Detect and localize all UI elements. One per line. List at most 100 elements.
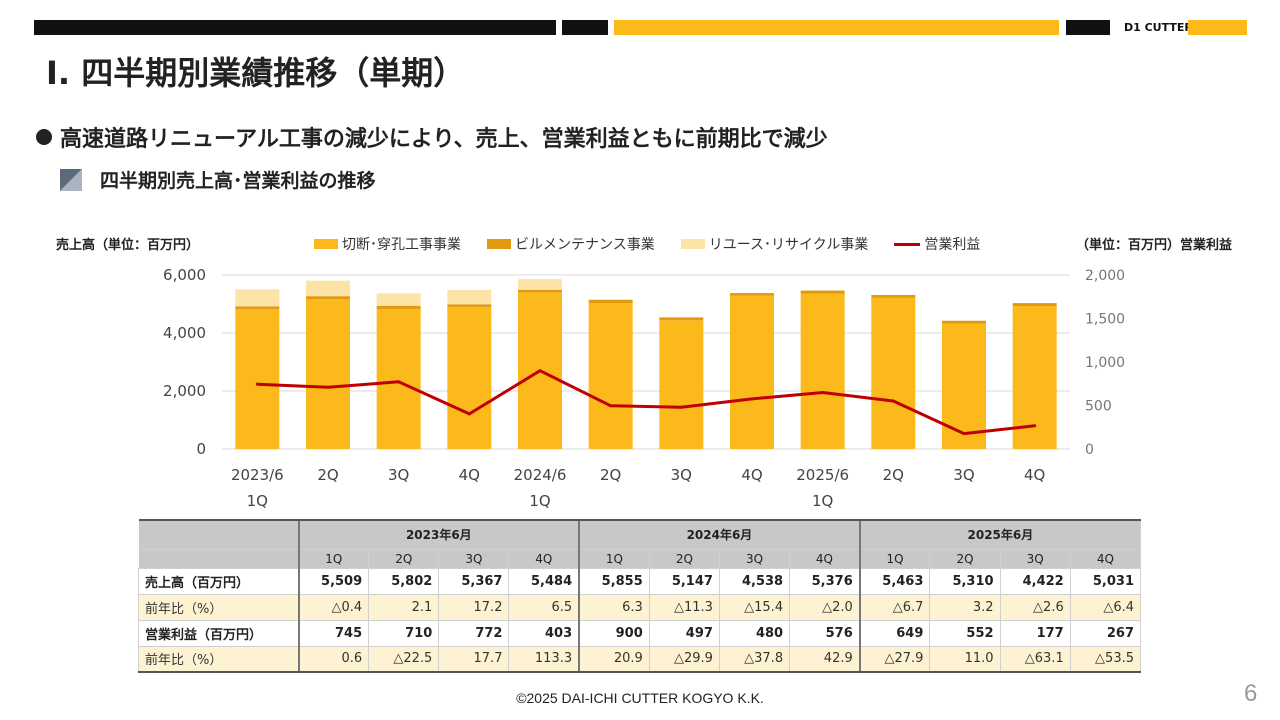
bar-segment	[942, 323, 986, 449]
chart-legend: 切断･穿孔工事事業 ビルメンテナンス事業 リユース･リサイクル事業 営業利益	[314, 234, 1006, 254]
header-bar-black-1	[34, 20, 556, 35]
table-quarter-header: 4Q	[1069, 548, 1142, 569]
profit-point	[679, 405, 683, 409]
legend-item-building: ビルメンテナンス事業	[487, 234, 655, 254]
table-cell: 177	[999, 619, 1071, 647]
bar-segment	[376, 305, 421, 309]
bar-segment	[447, 306, 492, 449]
header-bar-black-3	[1066, 20, 1110, 35]
bar-segment	[518, 289, 562, 293]
x-tick-label: 1Q	[812, 492, 833, 510]
legend-label-profit: 営業利益	[924, 237, 981, 253]
table-cell: 5,802	[368, 567, 440, 595]
table-cell: 6.3	[578, 593, 650, 621]
y-tick-right: 1,000	[1085, 355, 1125, 371]
table-quarter-header: 1Q	[297, 548, 370, 569]
table-cell: 5,376	[789, 567, 861, 595]
headline-text: 高速道路リニューアル工事の減少により、売上、営業利益ともに前期比で減少	[60, 127, 828, 152]
table-cell: 0.6	[297, 645, 370, 673]
x-tick-label: 2024/6	[514, 466, 567, 484]
table-cell: 42.9	[789, 645, 861, 673]
table-cell: 745	[297, 619, 370, 647]
x-tick-label: 2025/6	[796, 466, 849, 484]
table-cell: △2.0	[789, 593, 861, 621]
bar-segment	[235, 289, 280, 307]
y-tick-left: 2,000	[163, 382, 206, 400]
x-tick-label: 3Q	[953, 466, 974, 484]
table-row: 売上高（百万円） 5,509 5,802 5,367 5,484 5,855 5,147 4,…	[138, 567, 1142, 595]
bar-segment	[306, 280, 350, 297]
table-cell: 649	[858, 619, 931, 647]
y-tick-left: 0	[196, 440, 206, 458]
legend-label-reuse: リユース･リサイクル事業	[708, 237, 869, 253]
table-quarter-header: 2Q	[368, 548, 440, 569]
table-quarter-header: 4Q	[508, 548, 580, 569]
table-cell: 576	[789, 619, 861, 647]
header-bar-black-2	[562, 20, 608, 35]
bar-segment	[800, 290, 845, 294]
profit-point	[750, 397, 754, 401]
legend-swatch-reuse	[680, 239, 705, 249]
table-cell: 5,147	[648, 567, 720, 595]
table-quarter-header: 1Q	[578, 548, 650, 569]
table-quarter-row: 1Q 2Q 3Q 4Q 1Q 2Q 3Q 4Q 1Q 2Q 3Q 4Q	[138, 548, 1142, 569]
legend-swatch-cutting	[314, 239, 338, 249]
table-cell: 5,484	[508, 567, 580, 595]
table-cell: △6.7	[858, 593, 931, 621]
table-cell: 5,031	[1069, 567, 1142, 595]
bar-segment	[800, 293, 845, 449]
table-cell: 5,855	[578, 567, 650, 595]
table-cell: 267	[1069, 619, 1142, 647]
table-cell: △53.5	[1069, 645, 1142, 673]
table-row-label: 前年比（%）	[138, 593, 299, 621]
subhead-text: 四半期別売上高･営業利益の推移	[100, 170, 376, 192]
table-cell: 710	[368, 619, 440, 647]
y-tick-right: 2,000	[1085, 268, 1125, 284]
header-bar-yellow-2	[1188, 20, 1247, 35]
table-cell: △2.6	[999, 593, 1071, 621]
table-cell: 403	[508, 619, 580, 647]
subhead: 四半期別売上高･営業利益の推移	[60, 166, 376, 193]
table-cell: △63.1	[999, 645, 1071, 673]
table-cell: 20.9	[578, 645, 650, 673]
table-row: 前年比（%） △0.4 2.1 17.2 6.5 6.3 △11.3 △15.4 △2.0 △6.…	[138, 593, 1142, 621]
bar-segment	[730, 293, 774, 296]
bar-segment	[518, 279, 562, 290]
table-cell: △6.4	[1069, 593, 1142, 621]
table-cell: 497	[648, 619, 720, 647]
legend-swatch-building	[487, 239, 511, 249]
table-cell: △22.5	[368, 645, 440, 673]
bar-segment	[306, 299, 350, 449]
bar-segment	[1012, 303, 1057, 307]
table-year-row: 2023年6月 2024年6月 2025年6月	[138, 519, 1141, 550]
table-cell: 552	[929, 619, 1001, 647]
y-tick-right: 500	[1085, 399, 1112, 415]
table-cell: △15.4	[718, 593, 791, 621]
profit-point	[255, 382, 259, 386]
bar-segment	[588, 299, 633, 304]
table-quarter-header: 3Q	[718, 548, 791, 569]
table-cell: 5,310	[929, 567, 1001, 595]
profit-point	[397, 380, 401, 384]
profit-point	[962, 432, 966, 436]
header-bar-yellow-1	[614, 20, 1059, 35]
square-marker-icon	[60, 168, 82, 191]
legend-label-building: ビルメンテナンス事業	[515, 237, 655, 253]
profit-point	[326, 385, 330, 389]
table-cell: △11.3	[648, 593, 720, 621]
x-tick-label: 4Q	[741, 466, 762, 484]
quarterly-chart: 0 2,000 4,000 6,000 0 500 1,000 1,500 2,000 2023/…	[163, 266, 1125, 510]
profit-point	[538, 369, 542, 373]
x-tick-label: 4Q	[459, 466, 480, 484]
bar-segment	[659, 317, 704, 321]
results-table: 2023年6月 2024年6月 2025年6月 1Q 2Q 3Q 4Q 1Q 2Q 3Q 4Q 1Q 2…	[138, 519, 1142, 673]
bar-segment	[588, 303, 633, 449]
profit-line	[257, 369, 1035, 436]
y-tick-left: 4,000	[163, 324, 206, 342]
x-tick-label: 1Q	[247, 492, 268, 510]
x-tick-label: 2Q	[600, 466, 621, 484]
table-corner	[138, 548, 299, 569]
x-tick-label: 3Q	[388, 466, 409, 484]
table-cell: 480	[718, 619, 791, 647]
table-quarter-header: 3Q	[999, 548, 1071, 569]
